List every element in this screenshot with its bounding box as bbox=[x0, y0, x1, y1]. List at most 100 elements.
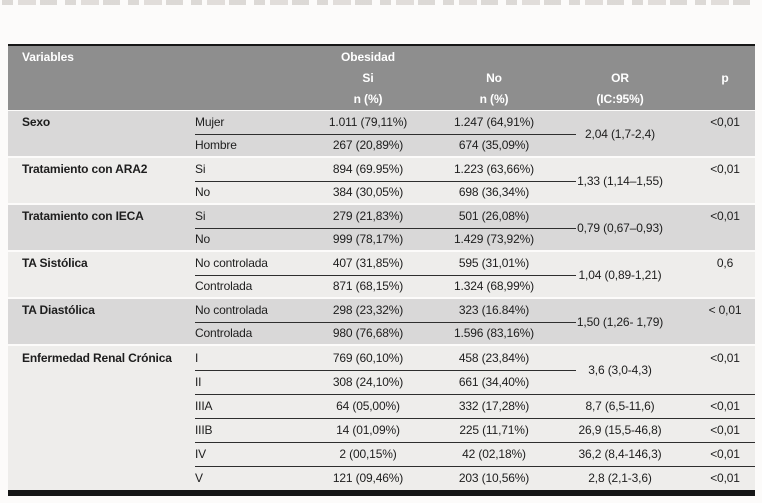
row-separator bbox=[195, 370, 576, 371]
cell-si: 14 (01,09%) bbox=[336, 423, 400, 437]
variable-label: Tratamiento con IECA bbox=[22, 209, 144, 224]
cell-si: 121 (09,46%) bbox=[332, 471, 404, 485]
cell-no: 458 (23,84%) bbox=[458, 351, 530, 365]
cell-si: 980 (76,68%) bbox=[332, 325, 404, 340]
cell-or: 3,6 (3,0-4,3) bbox=[588, 363, 652, 377]
cell-p: <0,01 bbox=[710, 209, 740, 224]
cell-no: 595 (31,01%) bbox=[458, 256, 530, 271]
cell-or: 36,2 (8,4-146,3) bbox=[578, 447, 662, 461]
statistics-table: Variables Obesidad Si No OR p n (%) n (%… bbox=[8, 46, 755, 496]
table-top-rule bbox=[8, 44, 755, 46]
row-label: Mujer bbox=[195, 115, 225, 130]
group-ta-diastolica: TA Diastólica No controlada 298 (23,32%)… bbox=[8, 299, 755, 344]
group-ta-sistolica: TA Sistólica No controlada 407 (31,85%) … bbox=[8, 252, 755, 297]
cell-si: 308 (24,10%) bbox=[332, 375, 404, 389]
row-label: No controlada bbox=[195, 256, 268, 271]
header-sub-si-npct: n (%) bbox=[353, 92, 383, 107]
group-enfermedad-renal-cronica: Enfermedad Renal Crónica I 769 (60,10%) … bbox=[8, 346, 755, 490]
cell-no: 203 (10,56%) bbox=[458, 471, 530, 485]
cell-no: 1.324 (68,99%) bbox=[454, 278, 534, 293]
cropped-text-remnant bbox=[2, 0, 758, 5]
cell-p: 0,6 bbox=[716, 256, 734, 271]
row-label: I bbox=[195, 351, 199, 365]
table-header: Variables Obesidad Si No OR p n (%) n (%… bbox=[8, 46, 755, 110]
cell-no: 1.596 (83,16%) bbox=[454, 325, 534, 340]
cell-p: <0,01 bbox=[710, 351, 740, 365]
cell-si: 871 (68,15%) bbox=[332, 278, 404, 293]
row-label: Controlada bbox=[195, 325, 253, 340]
header-variables: Variables bbox=[22, 49, 74, 64]
cell-no: 1.223 (63,66%) bbox=[454, 162, 534, 177]
cell-si: 298 (23,32%) bbox=[332, 303, 404, 318]
variable-label: Tratamiento con ARA2 bbox=[22, 162, 148, 177]
row-label: IV bbox=[195, 447, 207, 461]
cell-si: 267 (20,89%) bbox=[332, 137, 404, 152]
header-col-no: No bbox=[486, 70, 502, 85]
row-label: IIIA bbox=[195, 399, 213, 413]
row-separator bbox=[195, 418, 755, 419]
row-label: Si bbox=[195, 209, 206, 224]
cell-p: <0,01 bbox=[710, 115, 740, 130]
row-separator bbox=[195, 180, 576, 182]
cell-no: 661 (34,40%) bbox=[458, 375, 530, 389]
cell-or: 0,79 (0,67–0,93) bbox=[577, 220, 663, 235]
row-separator bbox=[195, 133, 576, 135]
cell-no: 42 (02,18%) bbox=[462, 447, 526, 461]
variable-label: Sexo bbox=[22, 115, 51, 130]
variable-label: TA Diastólica bbox=[22, 303, 95, 318]
row-label: Si bbox=[195, 162, 206, 177]
cell-no: 698 (36,34%) bbox=[458, 184, 530, 199]
header-col-si: Si bbox=[362, 70, 374, 85]
cell-no: 332 (17,28%) bbox=[458, 399, 530, 413]
cell-or: 8,7 (6,5-11,6) bbox=[585, 399, 655, 413]
variable-label: TA Sistólica bbox=[22, 256, 88, 271]
cell-no: 674 (35,09%) bbox=[458, 137, 530, 152]
header-sub-or-ic95: (IC:95%) bbox=[596, 92, 644, 107]
variable-label: Enfermedad Renal Crónica bbox=[22, 351, 172, 365]
cell-p: <0,01 bbox=[710, 447, 740, 461]
row-label: Controlada bbox=[195, 278, 253, 293]
row-separator bbox=[195, 394, 755, 395]
row-label: No bbox=[195, 184, 211, 199]
cell-p: <0,01 bbox=[710, 399, 740, 413]
header-sub-no-npct: n (%) bbox=[479, 92, 509, 107]
row-label: V bbox=[195, 471, 203, 485]
group-ara2: Tratamiento con ARA2 Si 894 (69.95%) 1.2… bbox=[8, 158, 755, 203]
table-bottom-rule bbox=[8, 490, 755, 496]
cell-or: 1,04 (0,89-1,21) bbox=[578, 267, 662, 282]
cell-no: 1.247 (64,91%) bbox=[454, 115, 534, 130]
header-col-p: p bbox=[721, 70, 729, 85]
cell-si: 999 (78,17%) bbox=[332, 231, 404, 246]
group-ieca: Tratamiento con IECA Si 279 (21,83%) 501… bbox=[8, 205, 755, 250]
cell-si: 1.011 (79,11%) bbox=[328, 115, 408, 130]
row-separator bbox=[195, 442, 755, 443]
row-separator bbox=[195, 321, 576, 323]
header-obesidad: Obesidad bbox=[341, 49, 395, 64]
row-label: Hombre bbox=[195, 137, 237, 152]
cell-si: 894 (69.95%) bbox=[332, 162, 404, 177]
cell-or: 1,50 (1,26- 1,79) bbox=[576, 314, 664, 329]
cell-p: <0,01 bbox=[710, 471, 740, 485]
row-label: No controlada bbox=[195, 303, 268, 318]
cell-or: 2,04 (1,7-2,4) bbox=[585, 126, 655, 141]
cell-si: 64 (05,00%) bbox=[336, 399, 400, 413]
cell-or: 2,8 (2,1-3,6) bbox=[588, 471, 652, 485]
cell-no: 225 (11,71%) bbox=[459, 423, 529, 437]
row-label: II bbox=[195, 375, 202, 389]
cell-no: 501 (26,08%) bbox=[458, 209, 530, 224]
row-separator bbox=[195, 227, 576, 229]
cell-no: 1.429 (73,92%) bbox=[454, 231, 534, 246]
cell-si: 2 (00,15%) bbox=[339, 447, 397, 461]
cell-p: <0,01 bbox=[710, 423, 740, 437]
cell-no: 323 (16.84%) bbox=[458, 303, 530, 318]
header-col-or: OR bbox=[611, 70, 629, 85]
row-separator bbox=[195, 466, 755, 467]
row-label: No bbox=[195, 231, 211, 246]
cell-p: <0,01 bbox=[710, 162, 740, 177]
cell-or: 1,33 (1,14–1,55) bbox=[577, 173, 663, 188]
cell-p: < 0,01 bbox=[708, 303, 742, 318]
row-label: IIIB bbox=[195, 423, 213, 437]
cell-si: 279 (21,83%) bbox=[332, 209, 404, 224]
cell-si: 769 (60,10%) bbox=[332, 351, 404, 365]
row-separator bbox=[195, 274, 576, 276]
